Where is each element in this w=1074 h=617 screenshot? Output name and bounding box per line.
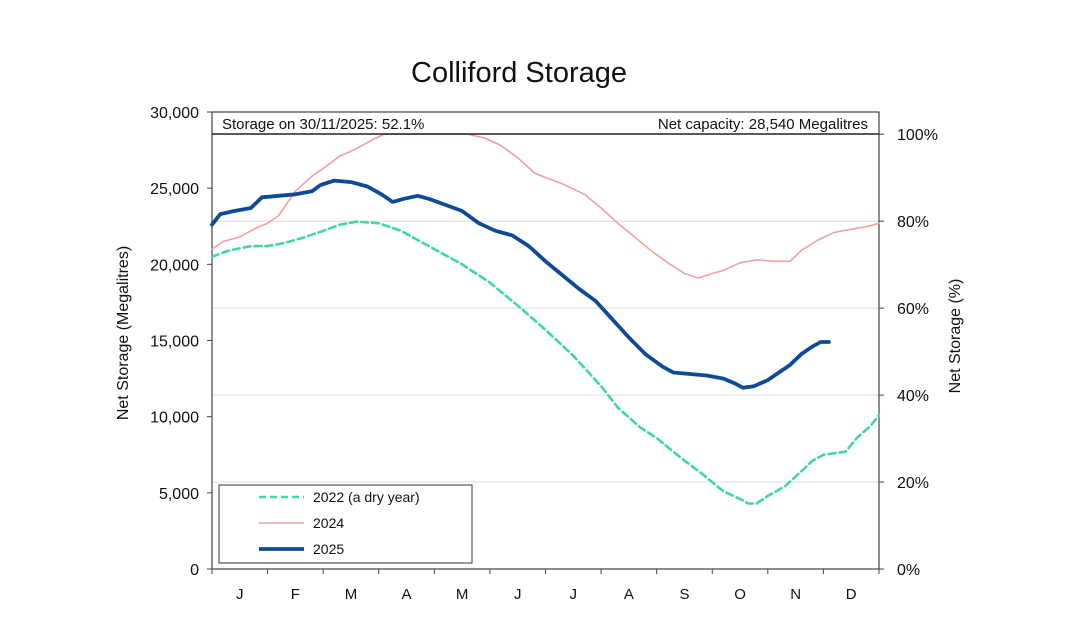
gridlines: [212, 220, 879, 483]
x-tick-label: J: [570, 586, 578, 603]
x-tick-label: F: [291, 586, 300, 603]
y-tick-label: 15,000: [150, 334, 199, 351]
y-axis-label: Net Storage (Megalitres): [115, 246, 132, 420]
x-tick-label: M: [456, 586, 469, 603]
y-tick-label: 25,000: [150, 181, 199, 198]
y2-tick-label: 60%: [897, 301, 929, 318]
series-group: [210, 133, 881, 505]
legend-label-2022: 2022 (a dry year): [313, 489, 420, 505]
left-axis: 0 5,000 10,000 15,000 20,000 25,000 30,000: [150, 105, 212, 579]
storage-annotation: Storage on 30/11/2025: 52.1%: [222, 116, 424, 133]
y-tick-label: 20,000: [150, 257, 199, 274]
x-tick-label: N: [790, 586, 801, 603]
series-2024-line: [211, 133, 880, 279]
y2-tick-label: 40%: [897, 388, 929, 405]
legend-label-2025: 2025: [313, 541, 344, 557]
y2-tick-label: 0%: [897, 562, 920, 579]
y2-axis-label: Net Storage (%): [947, 279, 964, 394]
y-tick-label: 10,000: [150, 410, 199, 427]
legend: 2022 (a dry year) 2024 2025: [218, 484, 473, 564]
series-2022-line: [210, 220, 881, 505]
capacity-annotation: Net capacity: 28,540 Megalitres: [658, 116, 868, 133]
chart-title: Colliford Storage: [411, 57, 627, 89]
x-tick-label: A: [624, 586, 634, 603]
x-tick-label: J: [514, 586, 522, 603]
legend-label-2024: 2024: [313, 515, 344, 531]
y2-tick-label: 80%: [897, 214, 929, 231]
series-2025-line: [210, 178, 831, 390]
right-axis: 0% 20% 40% 60% 80% 100%: [879, 127, 938, 579]
y-tick-label: 0: [190, 562, 199, 579]
x-tick-label: D: [846, 586, 857, 603]
x-tick-label: A: [402, 586, 412, 603]
x-tick-label: O: [734, 586, 746, 603]
y-tick-label: 5,000: [159, 486, 199, 503]
y-tick-label: 30,000: [150, 105, 199, 122]
y2-tick-label: 20%: [897, 475, 929, 492]
x-tick-label: M: [345, 586, 358, 603]
y2-tick-label: 100%: [897, 127, 938, 144]
x-tick-label: J: [236, 586, 244, 603]
x-tick-label: S: [679, 586, 689, 603]
